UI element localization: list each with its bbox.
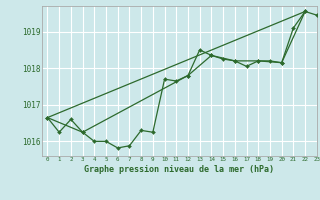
X-axis label: Graphe pression niveau de la mer (hPa): Graphe pression niveau de la mer (hPa) (84, 165, 274, 174)
